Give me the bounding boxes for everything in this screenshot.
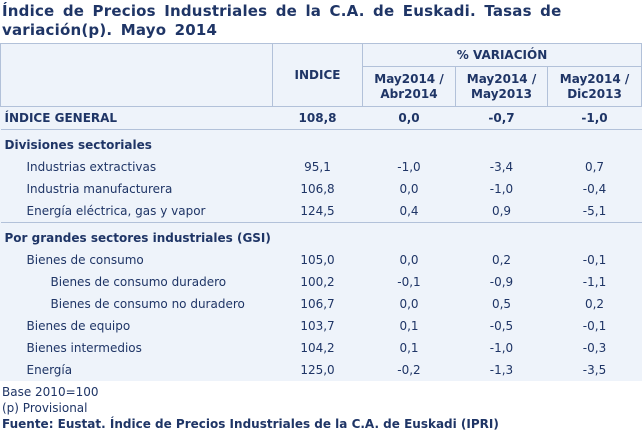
row-label: ÍNDICE GENERAL <box>0 106 273 130</box>
column-header: INDICE <box>272 43 363 107</box>
cell: -1,0 <box>489 182 514 196</box>
header-line: May2014 / <box>466 71 537 86</box>
row: Bienes de consumo no duradero 106,7 0,0 0,5… <box>1 293 642 315</box>
cell: 105,0 <box>300 253 335 267</box>
cell: -0,4 <box>582 182 607 196</box>
cell: -0,7 <box>455 106 548 130</box>
row: Bienes de consumo 105,0 0,0 0,2 -0,1 <box>1 249 642 271</box>
cell: 125,0 <box>300 363 335 377</box>
row-label: Industria manufacturera <box>26 182 173 196</box>
section-heading: Divisiones sectoriales <box>4 138 152 152</box>
cell: 0,0 <box>399 253 419 267</box>
notes: Base 2010=100 (p) Provisional Fuente: Eu… <box>2 384 643 432</box>
corner-cell <box>0 43 273 107</box>
cell: 104,2 <box>300 341 335 355</box>
row: ÍNDICE GENERAL 108,8 0,0 -0,7 -1,0 <box>0 106 642 130</box>
cell: -3,5 <box>582 363 607 377</box>
group-header: % VARIACIÓN <box>361 43 643 67</box>
cell: 0,9 <box>491 204 512 218</box>
row: Bienes de equipo 103,7 0,1 -0,5 -0,1 <box>1 315 642 337</box>
cell: -0,2 <box>397 363 421 377</box>
cell: -0,9 <box>489 275 514 289</box>
cell: -0,1 <box>397 275 421 289</box>
cell: 0,1 <box>399 341 419 355</box>
cell: -1,0 <box>397 160 421 174</box>
cell: 0,4 <box>399 204 419 218</box>
note: (p) Provisional <box>2 401 88 415</box>
header-line: May2013 <box>471 86 532 101</box>
column-header: May2014 /Dic2013 <box>546 66 643 107</box>
cell: -0,5 <box>489 319 514 333</box>
header-line: May2014 / <box>559 71 630 86</box>
cell: 106,7 <box>300 297 335 311</box>
section-row: Por grandes sectores industriales (GSI) <box>0 222 642 249</box>
cell: 0,1 <box>399 319 419 333</box>
row: Industria manufacturera 106,8 0,0 -1,0 -0,4 <box>1 178 642 200</box>
row-label: Bienes de consumo <box>26 253 144 267</box>
section-heading: Por grandes sectores industriales (GSI) <box>0 222 642 249</box>
row-label: Energía eléctrica, gas y vapor <box>26 204 206 218</box>
cell: 108,8 <box>272 106 363 130</box>
column-header: May2014 /Abr2014 <box>362 66 456 107</box>
row: Energía 125,0 -0,2 -1,3 -3,5 <box>1 359 642 381</box>
cell: 100,2 <box>300 275 335 289</box>
data-table: INDICE % VARIACIÓN May2014 /Abr2014 May20… <box>0 43 643 381</box>
cell: -1,0 <box>489 341 514 355</box>
header-line: Dic2013 <box>567 86 622 101</box>
row-label: Bienes de consumo duradero <box>50 275 227 289</box>
cell: 95,1 <box>304 160 331 174</box>
source: Fuente: Eustat. Índice de Precios Indust… <box>2 417 499 431</box>
row-label: Bienes de consumo no duradero <box>50 297 245 311</box>
cell: -1,3 <box>489 363 514 377</box>
title: Índice de Precios Industriales de la C.A… <box>2 2 562 39</box>
cell: -3,4 <box>489 160 514 174</box>
column-header: May2014 /May2013 <box>455 66 548 107</box>
row-label: Bienes de equipo <box>26 319 131 333</box>
row-label: Energía <box>26 363 73 377</box>
cell: -5,1 <box>582 204 607 218</box>
cell: -1,1 <box>582 275 607 289</box>
cell: 106,8 <box>300 182 335 196</box>
cell: -0,3 <box>582 341 607 355</box>
row: Energía eléctrica, gas y vapor 124,5 0,4 0,… <box>1 200 642 223</box>
cell: -1,0 <box>547 106 642 130</box>
cell: 0,0 <box>399 297 419 311</box>
row: Bienes intermedios 104,2 0,1 -1,0 -0,3 <box>1 337 642 359</box>
section-row: Divisiones sectoriales <box>1 130 642 157</box>
cell: 124,5 <box>300 204 335 218</box>
row: Industrias extractivas 95,1 -1,0 -3,4 0,7 <box>1 156 642 178</box>
note: Base 2010=100 <box>2 385 99 399</box>
cell: -0,1 <box>582 319 607 333</box>
header-line: May2014 / <box>374 71 444 86</box>
header-line: Abr2014 <box>380 86 438 101</box>
row-label: Industrias extractivas <box>26 160 157 174</box>
cell: 0,5 <box>491 297 512 311</box>
cell: 0,7 <box>584 160 605 174</box>
row-label: Bienes intermedios <box>26 341 142 355</box>
cell: 0,2 <box>491 253 512 267</box>
row: Bienes de consumo duradero 100,2 -0,1 -0,9 -… <box>1 271 642 293</box>
cell: 0,0 <box>399 182 419 196</box>
cell: 103,7 <box>300 319 335 333</box>
cell: 0,0 <box>362 106 456 130</box>
cell: 0,2 <box>584 297 605 311</box>
cell: -0,1 <box>582 253 607 267</box>
